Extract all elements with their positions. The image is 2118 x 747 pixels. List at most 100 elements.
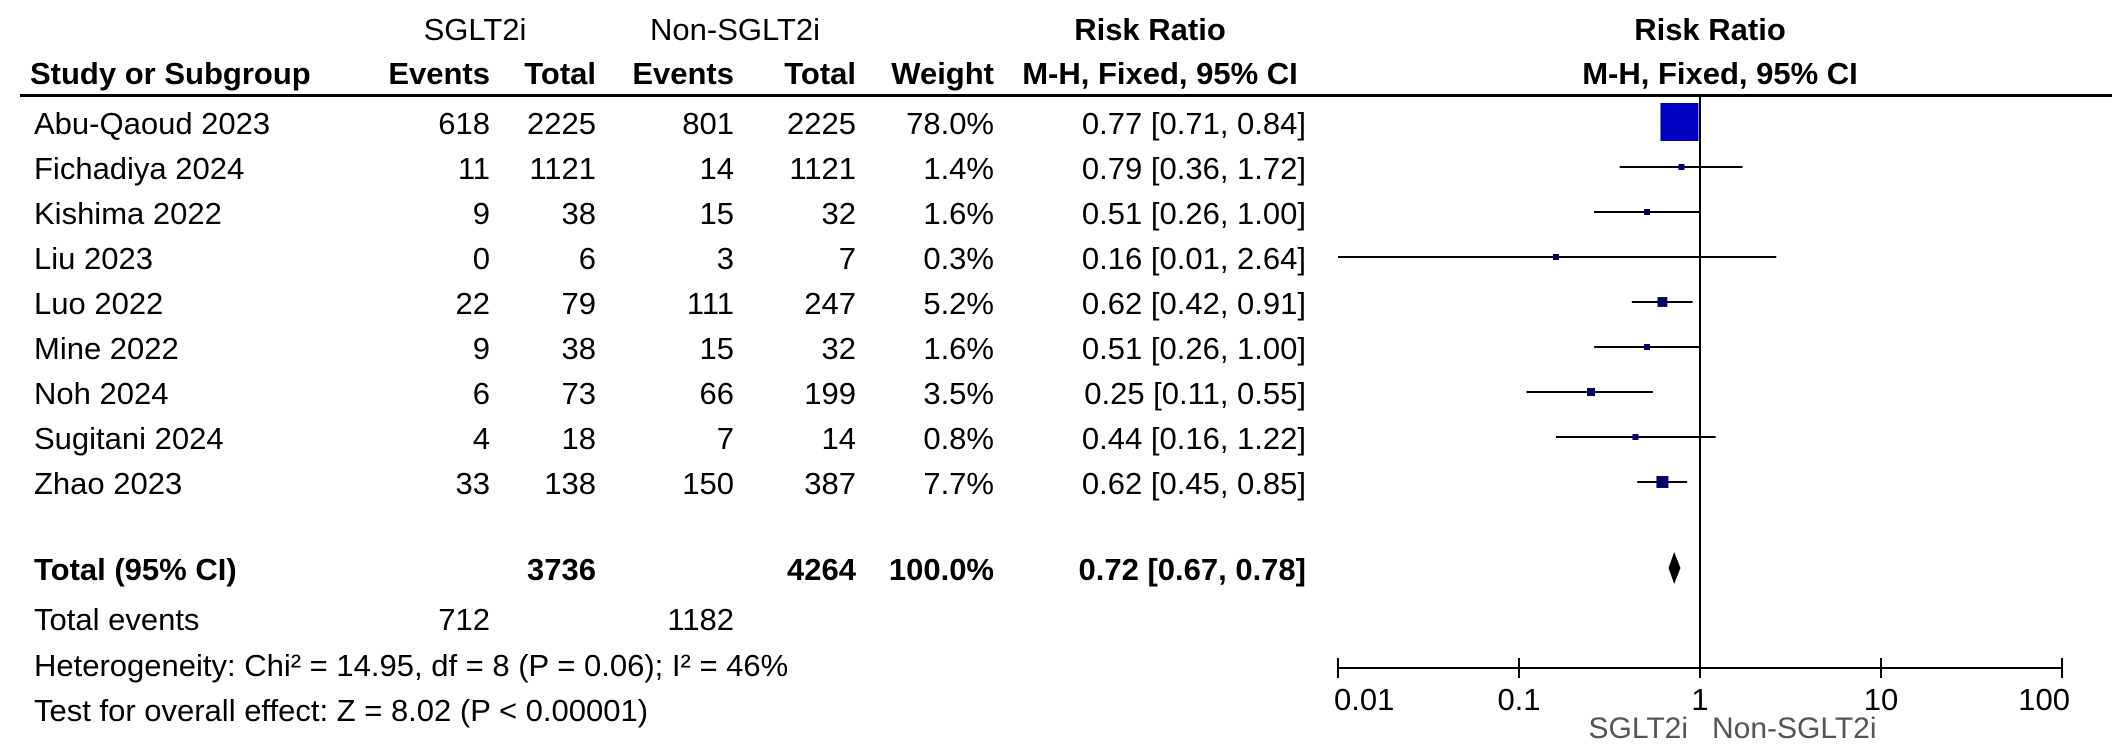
study-name: Kishima 2022	[34, 196, 222, 231]
rr-ci-cell: 0.77 [0.71, 0.84]	[1081, 106, 1306, 141]
rr-method-header: M-H, Fixed, 95% CI	[1022, 56, 1298, 91]
events2-cell: 66	[699, 376, 734, 411]
total1-cell: 18	[561, 421, 596, 456]
plot-method-header: M-H, Fixed, 95% CI	[1582, 56, 1858, 91]
study-column-header: Study or Subgroup	[30, 56, 311, 91]
study-name: Sugitani 2024	[34, 421, 224, 456]
weight-cell: 0.3%	[923, 241, 994, 276]
header-rule	[20, 94, 2112, 97]
total1-sum: 3736	[527, 552, 596, 587]
total2-sum: 4264	[787, 552, 856, 587]
total2-cell: 199	[804, 376, 856, 411]
total2-cell: 247	[804, 286, 856, 321]
study-name: Luo 2022	[34, 286, 164, 321]
events2-header: Events	[632, 56, 734, 91]
effect-square	[1632, 434, 1639, 440]
study-name: Mine 2022	[34, 331, 179, 366]
study-name: Liu 2023	[34, 241, 153, 276]
rr-ci-cell: 0.44 [0.16, 1.22]	[1081, 421, 1306, 456]
overall-effect-text: Test for overall effect: Z = 8.02 (P < 0…	[34, 693, 649, 728]
total-label: Total (95% CI)	[34, 552, 237, 587]
weight-cell: 78.0%	[906, 106, 994, 141]
events2-cell: 801	[682, 106, 734, 141]
favours-right-label: Non-SGLT2i	[1712, 712, 1877, 745]
total-weight: 100.0%	[888, 552, 994, 587]
total1-header: Total	[524, 56, 596, 91]
effect-square	[1660, 103, 1699, 141]
total1-cell: 73	[561, 376, 596, 411]
study-name: Zhao 2023	[34, 466, 183, 501]
total1-cell: 2225	[527, 106, 596, 141]
x-axis-tick-label: 100	[2018, 682, 2070, 717]
effect-square	[1587, 387, 1596, 397]
events1-cell: 9	[472, 196, 490, 231]
events1-cell: 9	[472, 331, 490, 366]
total2-cell: 32	[821, 331, 856, 366]
pooled-diamond	[1668, 552, 1681, 584]
total1-cell: 138	[544, 466, 596, 501]
total2-cell: 1121	[789, 151, 856, 186]
total2-cell: 32	[821, 196, 856, 231]
rr-ci-cell: 0.25 [0.11, 0.55]	[1084, 376, 1306, 411]
events2-cell: 14	[699, 151, 734, 186]
events1-cell: 22	[455, 286, 490, 321]
total1-cell: 6	[578, 241, 596, 276]
total1-cell: 38	[561, 331, 596, 366]
heterogeneity-text: Heterogeneity: Chi² = 14.95, df = 8 (P =…	[34, 648, 789, 683]
x-axis-tick-label: 0.01	[1334, 682, 1394, 717]
rr-title: Risk Ratio	[1074, 12, 1226, 47]
events2-cell: 7	[716, 421, 734, 456]
total2-header: Total	[784, 56, 856, 91]
events1-cell: 4	[472, 421, 490, 456]
total1-cell: 38	[561, 196, 596, 231]
group1-header: SGLT2i	[423, 12, 527, 47]
events1-header: Events	[388, 56, 490, 91]
events1-cell: 11	[457, 151, 490, 186]
favours-left-label: SGLT2i	[1589, 712, 1688, 745]
weight-cell: 0.8%	[923, 421, 994, 456]
effect-square	[1644, 209, 1651, 215]
events1-cell: 618	[438, 106, 490, 141]
rr-ci-cell: 0.79 [0.36, 1.72]	[1081, 151, 1306, 186]
effect-square	[1678, 164, 1685, 170]
weight-cell: 5.2%	[923, 286, 994, 321]
weight-header: Weight	[891, 56, 994, 91]
group2-header: Non-SGLT2i	[650, 12, 820, 47]
events1-cell: 0	[472, 241, 490, 276]
plot-title: Risk Ratio	[1634, 12, 1786, 47]
events2-cell: 15	[699, 331, 734, 366]
total-events-label: Total events	[34, 602, 200, 637]
events2-cell: 150	[682, 466, 734, 501]
total-rr-ci: 0.72 [0.67, 0.78]	[1078, 552, 1307, 587]
rr-ci-cell: 0.51 [0.26, 1.00]	[1081, 196, 1306, 231]
rr-ci-cell: 0.51 [0.26, 1.00]	[1081, 331, 1306, 366]
total1-cell: 79	[561, 286, 596, 321]
x-axis-tick-label: 1	[1691, 682, 1708, 717]
total2-cell: 2225	[787, 106, 856, 141]
effect-square	[1644, 344, 1651, 350]
study-name: Abu-Qaoud 2023	[34, 106, 271, 141]
total1-cell: 1121	[529, 151, 596, 186]
total-events2: 1182	[667, 602, 734, 637]
total-events1: 712	[438, 602, 490, 637]
x-axis-tick-label: 10	[1864, 682, 1898, 717]
events1-cell: 6	[472, 376, 490, 411]
weight-cell: 1.4%	[923, 151, 994, 186]
rr-ci-cell: 0.62 [0.45, 0.85]	[1081, 466, 1306, 501]
events2-cell: 15	[699, 196, 734, 231]
events2-cell: 111	[686, 286, 734, 321]
effect-square	[1552, 254, 1559, 260]
weight-cell: 3.5%	[923, 376, 994, 411]
rr-ci-cell: 0.62 [0.42, 0.91]	[1081, 286, 1306, 321]
total2-cell: 14	[821, 421, 856, 456]
x-axis-tick-label: 0.1	[1497, 682, 1540, 717]
weight-cell: 7.7%	[923, 466, 994, 501]
effect-square	[1657, 297, 1668, 307]
events1-cell: 33	[455, 466, 490, 501]
total2-cell: 387	[804, 466, 856, 501]
weight-cell: 1.6%	[923, 196, 994, 231]
effect-square	[1656, 476, 1669, 488]
study-name: Noh 2024	[34, 376, 169, 411]
